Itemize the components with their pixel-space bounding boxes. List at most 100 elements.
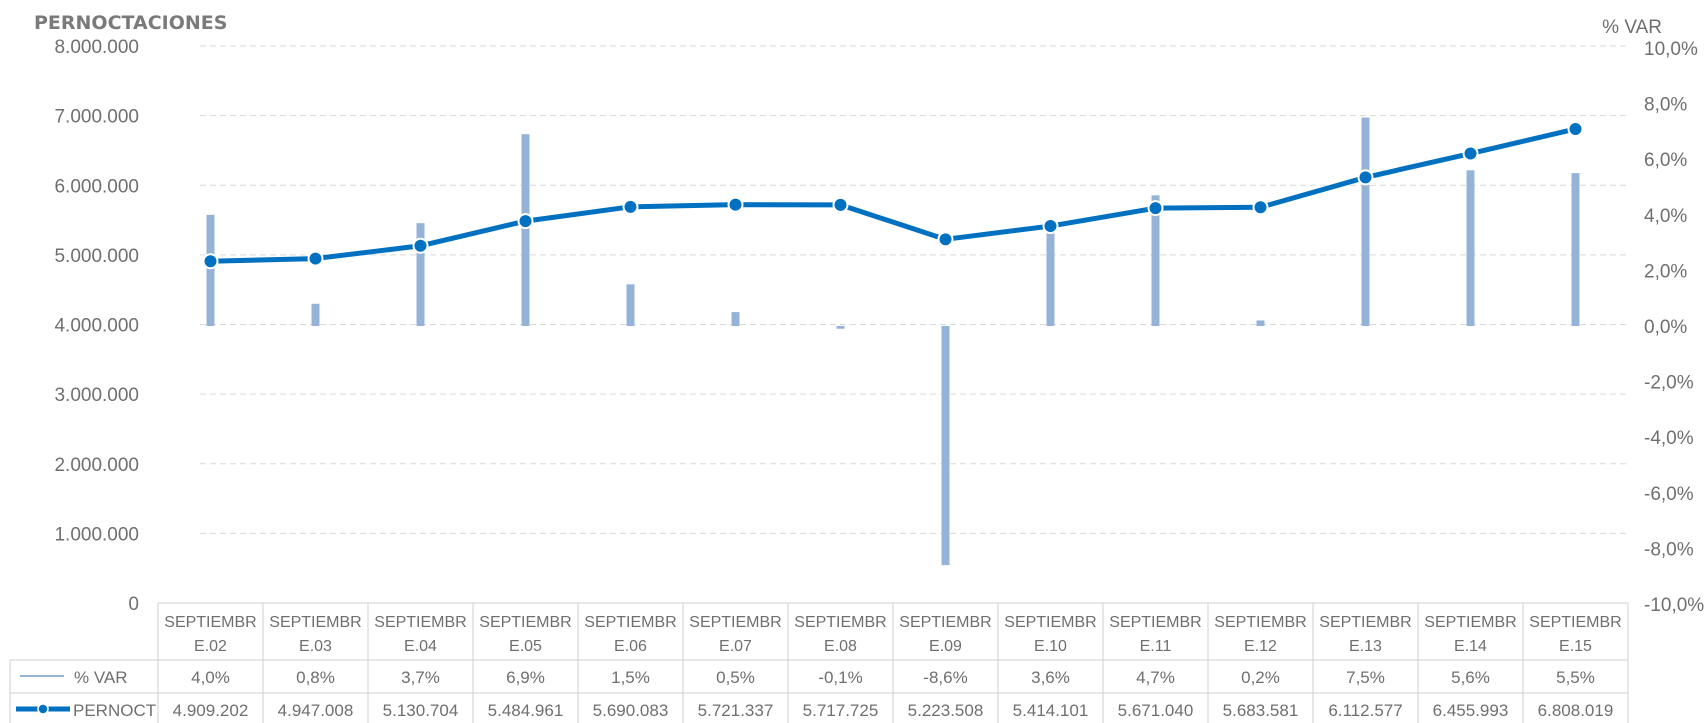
right-tick-label: -8,0% bbox=[1644, 539, 1694, 560]
data-table: SEPTIEMBR E.02 SEPTIEMBR E.03 SEPTIEMBR E.04 S… bbox=[9, 602, 1629, 723]
category-label: E.05 bbox=[509, 638, 542, 655]
pernoct-point bbox=[1462, 145, 1479, 162]
var-bar bbox=[521, 134, 530, 326]
category-label: E.09 bbox=[929, 638, 962, 655]
right-axis-label: % VAR bbox=[1602, 17, 1662, 38]
right-tick-label: -4,0% bbox=[1644, 428, 1694, 449]
var-value-label: 1,5% bbox=[611, 668, 650, 687]
var-value-label: 4,0% bbox=[191, 668, 230, 687]
chart-title: PERNOCTACIONES bbox=[34, 12, 227, 34]
var-value-label: -8,6% bbox=[923, 668, 967, 687]
right-tick-label: 10,0% bbox=[1644, 39, 1698, 60]
var-value-label: -0,1% bbox=[818, 668, 862, 687]
category-label: E.13 bbox=[1349, 638, 1382, 655]
var-bar bbox=[416, 223, 425, 326]
var-bar bbox=[836, 326, 845, 329]
left-tick-label: 0 bbox=[128, 594, 139, 615]
category-label: SEPTIEMBR bbox=[1529, 614, 1621, 631]
right-axis: -10,0% -8,0% -6,0% -4,0% -2,0% 0,0% 2,0% 4,0% 6,… bbox=[1644, 39, 1704, 616]
category-label: E.15 bbox=[1559, 638, 1592, 655]
category-label: SEPTIEMBR bbox=[1424, 614, 1516, 631]
left-tick-label: 7.000.000 bbox=[54, 107, 139, 128]
legend-key-pernoct-marker bbox=[37, 703, 49, 715]
pernoct-point bbox=[1357, 169, 1374, 186]
right-tick-label: -10,0% bbox=[1644, 595, 1704, 616]
category-label: E.11 bbox=[1140, 638, 1172, 655]
var-bars bbox=[206, 117, 1580, 566]
legend-label-pernoct: PERNOCT bbox=[73, 701, 156, 720]
category-label: E.06 bbox=[614, 638, 647, 655]
pernoct-value-label: 5.414.101 bbox=[1013, 701, 1089, 720]
pernoct-point bbox=[1567, 120, 1584, 137]
category-label: E.04 bbox=[404, 638, 437, 655]
var-bar bbox=[1046, 225, 1055, 326]
var-value-label: 3,7% bbox=[401, 668, 440, 687]
pernoct-point bbox=[1042, 218, 1059, 235]
left-tick-label: 2.000.000 bbox=[54, 455, 139, 476]
var-bar bbox=[1466, 170, 1475, 326]
pernoct-value-label: 6.808.019 bbox=[1538, 701, 1614, 720]
pernoct-point bbox=[727, 196, 744, 213]
category-label: E.10 bbox=[1034, 638, 1067, 655]
var-bar bbox=[626, 284, 635, 326]
category-label: SEPTIEMBR bbox=[689, 614, 781, 631]
pernoct-value-label: 5.683.581 bbox=[1223, 701, 1299, 720]
var-value-label: 0,8% bbox=[296, 668, 335, 687]
left-tick-label: 4.000.000 bbox=[54, 316, 139, 337]
pernoct-value-label: 5.223.508 bbox=[908, 701, 984, 720]
category-label: SEPTIEMBR bbox=[269, 614, 361, 631]
category-label: SEPTIEMBR bbox=[1109, 614, 1201, 631]
var-value-label: 4,7% bbox=[1136, 668, 1175, 687]
category-label: E.03 bbox=[299, 638, 332, 655]
var-bar bbox=[311, 303, 320, 326]
legend-label-var: % VAR bbox=[74, 668, 128, 687]
gridlines bbox=[200, 45, 1628, 534]
left-axis: 0 1.000.000 2.000.000 3.000.000 4.000.000 5.0… bbox=[54, 37, 139, 615]
pernoct-point bbox=[1252, 199, 1269, 216]
var-value-label: 5,6% bbox=[1451, 668, 1490, 687]
category-label: SEPTIEMBR bbox=[794, 614, 886, 631]
pernoct-value-label: 6.112.577 bbox=[1328, 701, 1402, 720]
var-value-label: 0,2% bbox=[1241, 668, 1280, 687]
var-value-label: 7,5% bbox=[1346, 668, 1385, 687]
var-value-label: 0,5% bbox=[716, 668, 755, 687]
left-tick-label: 3.000.000 bbox=[54, 385, 139, 406]
left-tick-label: 1.000.000 bbox=[54, 524, 139, 545]
pernoct-point bbox=[412, 237, 429, 254]
var-bar bbox=[941, 326, 950, 566]
var-value-label: 6,9% bbox=[506, 668, 545, 687]
right-tick-label: -6,0% bbox=[1644, 484, 1694, 505]
pernoct-value-label: 5.721.337 bbox=[698, 701, 774, 720]
right-tick-label: 0,0% bbox=[1644, 317, 1687, 338]
pernoct-value-label: 5.671.040 bbox=[1118, 701, 1194, 720]
pernoct-point bbox=[307, 250, 324, 267]
right-tick-label: -2,0% bbox=[1644, 373, 1694, 394]
var-bar bbox=[1361, 117, 1370, 326]
pernoct-value-label: 6.455.993 bbox=[1433, 701, 1509, 720]
pernoct-value-label: 5.130.704 bbox=[383, 701, 459, 720]
pernoct-value-label: 4.909.202 bbox=[173, 701, 249, 720]
pernoct-value-label: 4.947.008 bbox=[278, 701, 354, 720]
pernoct-point bbox=[832, 196, 849, 213]
pernoct-line bbox=[202, 120, 1584, 270]
var-bar bbox=[206, 214, 215, 326]
category-label: E.08 bbox=[824, 638, 857, 655]
var-bar bbox=[1256, 320, 1265, 326]
category-label: E.07 bbox=[719, 638, 752, 655]
right-tick-label: 4,0% bbox=[1644, 206, 1687, 227]
left-tick-label: 5.000.000 bbox=[54, 246, 139, 267]
pernoct-point bbox=[622, 198, 639, 215]
pernoct-value-label: 5.484.961 bbox=[488, 701, 564, 720]
category-label: SEPTIEMBR bbox=[1004, 614, 1096, 631]
pernoct-point bbox=[202, 253, 219, 270]
pernoct-point bbox=[1147, 200, 1164, 217]
right-tick-label: 8,0% bbox=[1644, 95, 1687, 116]
category-label: E.12 bbox=[1244, 638, 1277, 655]
var-bar bbox=[731, 312, 740, 326]
right-tick-label: 6,0% bbox=[1644, 150, 1687, 171]
category-label: SEPTIEMBR bbox=[899, 614, 991, 631]
category-label: SEPTIEMBR bbox=[1214, 614, 1306, 631]
pernoct-value-label: 5.717.725 bbox=[803, 701, 879, 720]
category-label: SEPTIEMBR bbox=[584, 614, 676, 631]
